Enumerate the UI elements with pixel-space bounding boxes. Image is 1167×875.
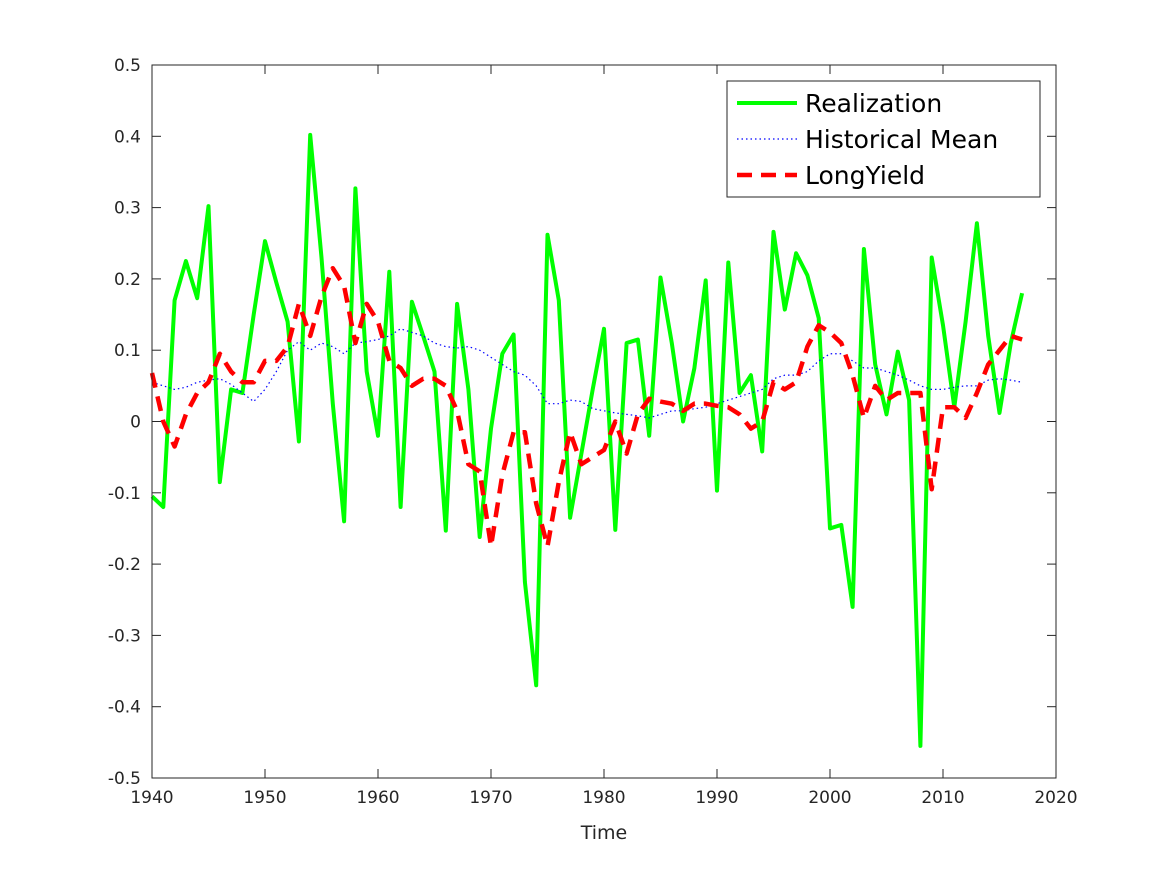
legend-label: Realization (805, 89, 942, 118)
x-tick-label: 1980 (582, 788, 625, 808)
y-tick-label: 0.5 (114, 56, 141, 76)
x-tick-label: 2000 (808, 788, 851, 808)
x-tick-label: 1970 (469, 788, 512, 808)
legend-label: Historical Mean (805, 125, 998, 154)
legend: Realization Historical Mean LongYield (726, 80, 1041, 198)
y-tick-label: -0.3 (108, 626, 141, 646)
x-tick-label: 1940 (130, 788, 173, 808)
y-tick-label: 0.2 (114, 270, 141, 290)
y-tick-label: 0.4 (114, 127, 141, 147)
series-line-historical-mean (151, 328, 1023, 419)
y-tick-label: -0.2 (108, 555, 141, 575)
y-tick-label: 0.1 (114, 341, 141, 361)
series-line-longyield (149, 265, 1023, 549)
legend-label: LongYield (805, 161, 925, 190)
series-line-realization (150, 132, 1025, 748)
y-tick-label: 0 (130, 413, 141, 433)
x-tick-label: 2010 (921, 788, 964, 808)
y-tick-label: -0.4 (108, 698, 141, 718)
legend-box (726, 80, 1041, 198)
y-tick-label: -0.1 (108, 484, 141, 504)
x-tick-label: 1950 (243, 788, 286, 808)
x-axis-title: Time (580, 822, 628, 844)
x-tick-label: 1960 (356, 788, 399, 808)
axes-layer: 1940 1950 1960 1970 1980 1990 2000 2010 2020 -0.5… (108, 56, 1078, 808)
y-tick-label: -0.5 (108, 769, 141, 789)
series-layer (149, 132, 1025, 748)
x-tick-label: 1990 (695, 788, 738, 808)
y-tick-label: 0.3 (114, 199, 141, 219)
x-tick-label: 2020 (1034, 788, 1077, 808)
